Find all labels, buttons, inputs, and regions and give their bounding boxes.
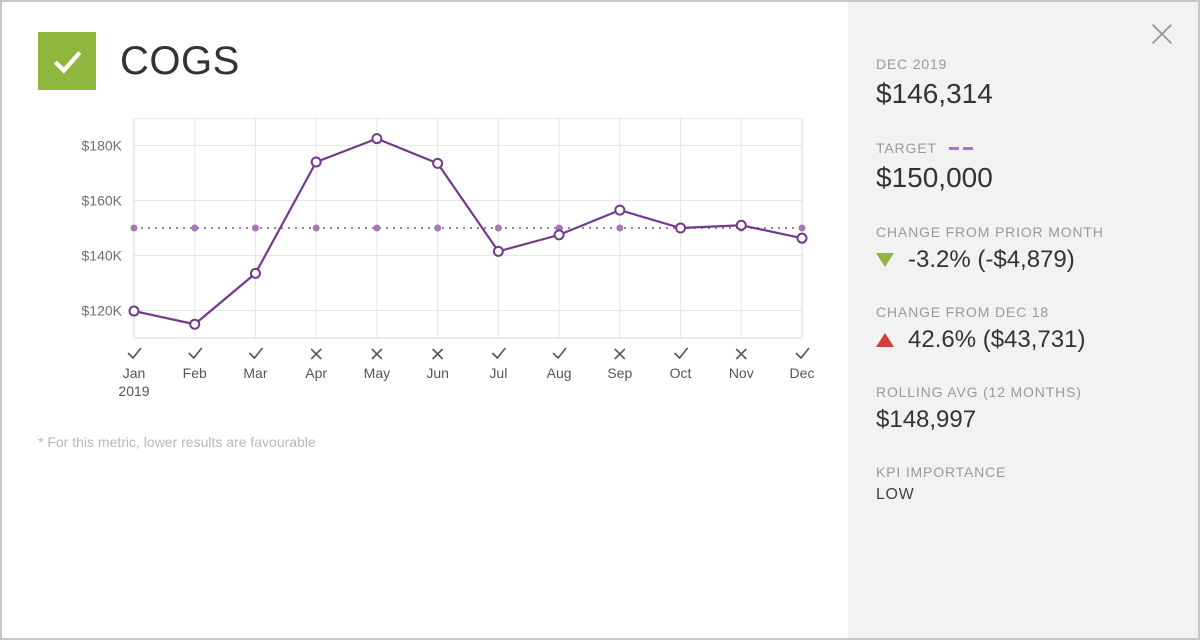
svg-text:$120K: $120K bbox=[82, 303, 123, 319]
sidebar: DEC 2019 $146,314 TARGET $150,000 CHANGE… bbox=[848, 2, 1198, 638]
kpi-panel: COGS $120K $140K $160K $180K Jan 2019 Feb Mar Ap… bbox=[0, 0, 1200, 640]
svg-text:Jan: Jan bbox=[123, 365, 146, 381]
rolling-label: ROLLING AVG (12 MONTHS) bbox=[876, 384, 1170, 400]
svg-text:Sep: Sep bbox=[607, 365, 632, 381]
main-area: COGS $120K $140K $160K $180K Jan 2019 Feb Mar Ap… bbox=[2, 2, 848, 638]
yoy-value: 42.6% ($43,731) bbox=[908, 326, 1085, 354]
svg-text:Aug: Aug bbox=[547, 365, 572, 381]
svg-text:Mar: Mar bbox=[243, 365, 267, 381]
svg-text:Jun: Jun bbox=[426, 365, 449, 381]
header: COGS bbox=[38, 32, 824, 90]
check-icon bbox=[50, 44, 84, 78]
svg-text:Jul: Jul bbox=[489, 365, 507, 381]
prior-month-value-row: -3.2% (-$4,879) bbox=[876, 246, 1170, 274]
rolling-value: $148,997 bbox=[876, 406, 1170, 434]
target-label-text: TARGET bbox=[876, 140, 937, 156]
triangle-down-icon bbox=[876, 253, 894, 267]
svg-text:Feb: Feb bbox=[183, 365, 207, 381]
svg-text:Apr: Apr bbox=[305, 365, 327, 381]
yoy-value-row: 42.6% ($43,731) bbox=[876, 326, 1170, 354]
prior-month-value: -3.2% (-$4,879) bbox=[908, 246, 1075, 274]
target-label: TARGET bbox=[876, 140, 1170, 156]
svg-text:Oct: Oct bbox=[670, 365, 692, 381]
yoy-label: CHANGE FROM DEC 18 bbox=[876, 304, 1170, 320]
close-button[interactable] bbox=[1148, 20, 1176, 48]
triangle-up-icon bbox=[876, 333, 894, 347]
kpi-importance-label: KPI IMPORTANCE bbox=[876, 464, 1170, 480]
period-value: $146,314 bbox=[876, 78, 1170, 110]
kpi-importance-value: LOW bbox=[876, 486, 1170, 504]
svg-text:Dec: Dec bbox=[790, 365, 815, 381]
target-swatch-icon bbox=[949, 147, 973, 150]
svg-text:$180K: $180K bbox=[82, 138, 123, 154]
prior-month-label: CHANGE FROM PRIOR MONTH bbox=[876, 224, 1170, 240]
period-label: DEC 2019 bbox=[876, 56, 1170, 72]
cogs-line-chart: $120K $140K $160K $180K Jan 2019 Feb Mar Apr May J… bbox=[38, 118, 818, 408]
page-title: COGS bbox=[120, 39, 240, 84]
svg-text:$140K: $140K bbox=[82, 248, 123, 264]
svg-text:May: May bbox=[364, 365, 390, 381]
chart-container: $120K $140K $160K $180K Jan 2019 Feb Mar Apr May J… bbox=[38, 118, 824, 408]
target-value: $150,000 bbox=[876, 162, 1170, 194]
footnote: * For this metric, lower results are fav… bbox=[38, 434, 824, 450]
close-icon bbox=[1148, 20, 1176, 48]
svg-text:2019: 2019 bbox=[118, 383, 149, 399]
status-indicator bbox=[38, 32, 96, 90]
svg-text:Nov: Nov bbox=[729, 365, 754, 381]
svg-text:$160K: $160K bbox=[82, 193, 123, 209]
